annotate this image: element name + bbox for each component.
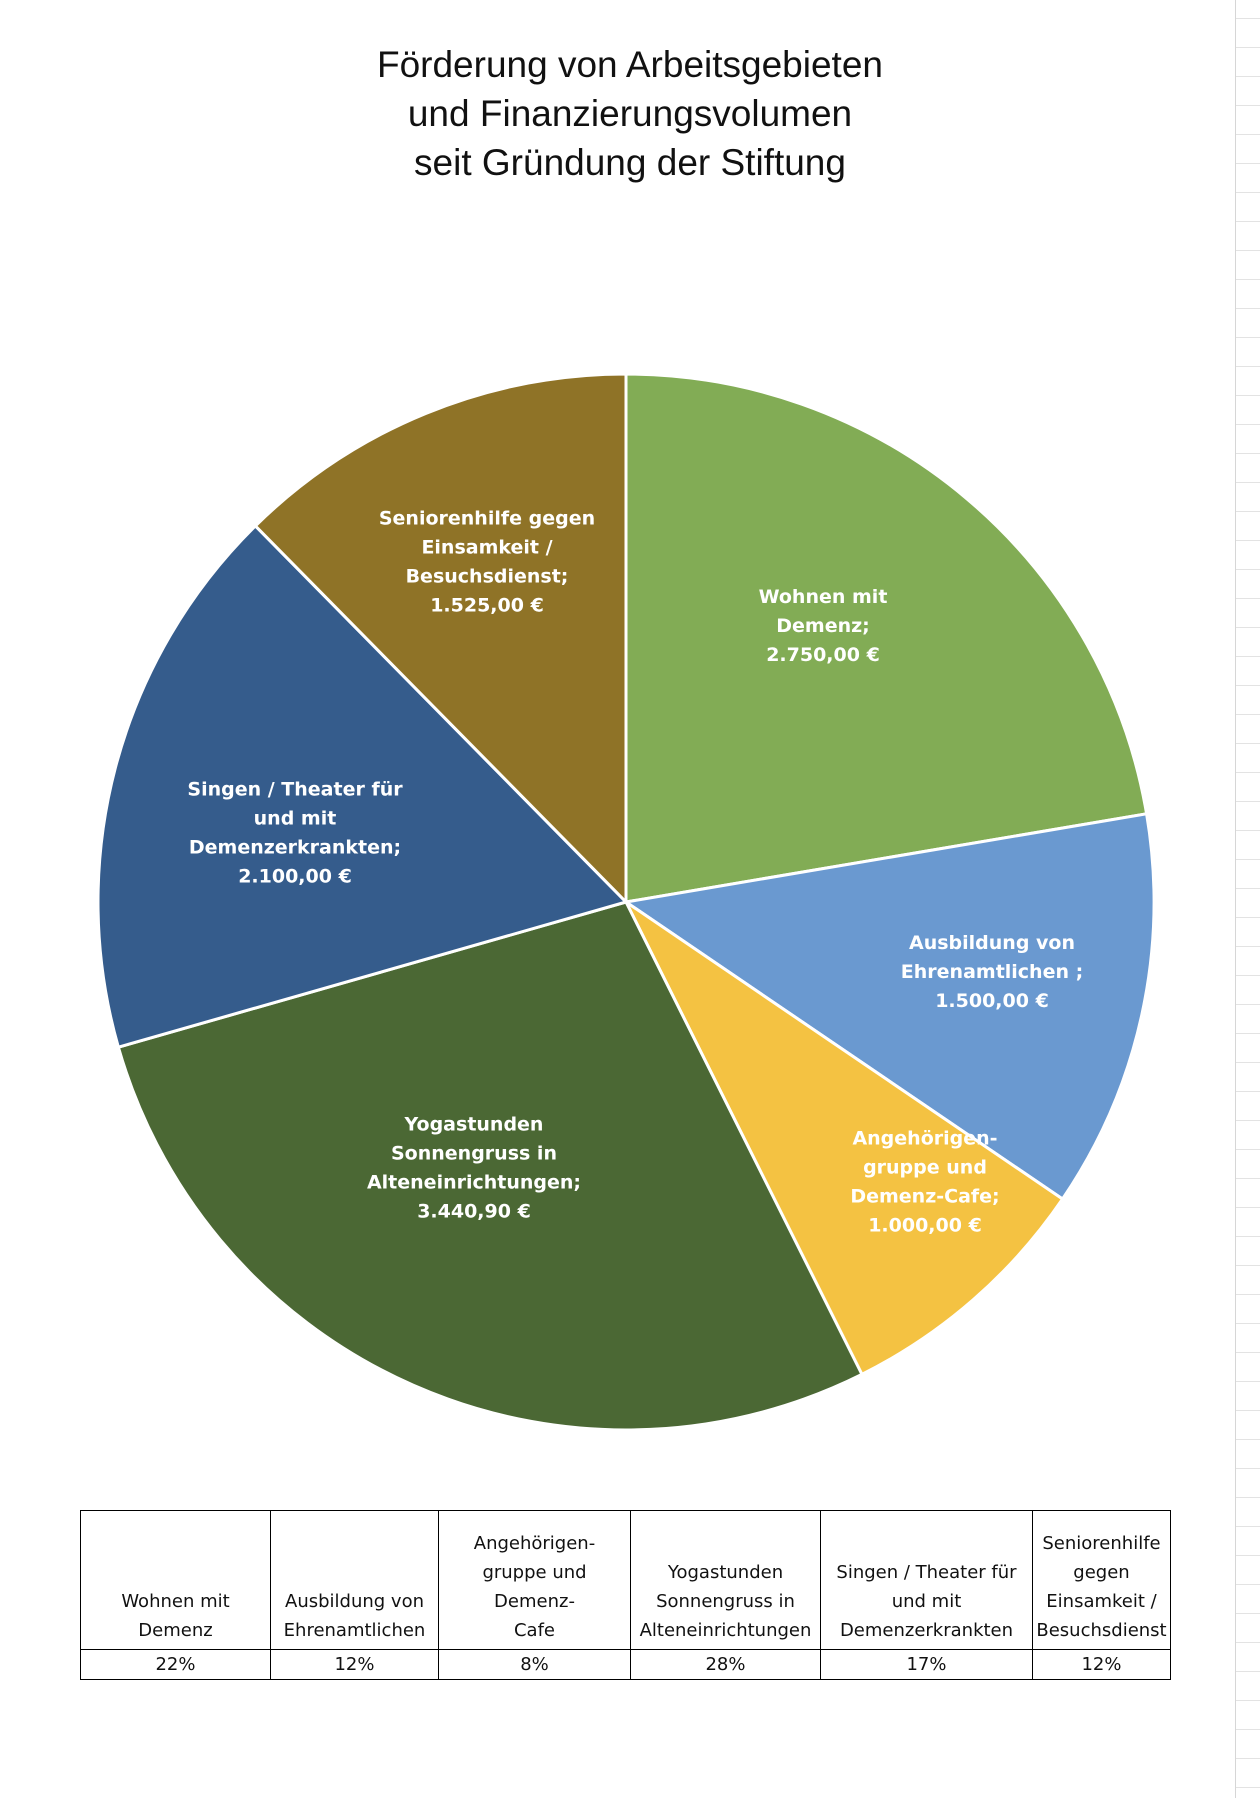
chart-title-line-2: und Finanzierungsvolumen [407, 93, 853, 134]
slice-label: Singen / Theater für und mit Demenzerkrank… [187, 779, 403, 888]
chart-title: Förderung von Arbeitsgebieten und Finanz… [0, 40, 1260, 187]
table-header-line: Besuchsdienst [1036, 1620, 1167, 1641]
slice-label: Ausbildung von Ehrenamtlichen ; 1.500,00 € [901, 932, 1083, 1012]
slice-label: Angehörigen-gruppe und Demenz-Cafe; 1.000,… [850, 1128, 999, 1237]
table-header-cell: Ausbildung von Ehrenamtlichen [270, 1510, 439, 1650]
table-value-row: 22% 12% 8% 28% 17% 12% [80, 1649, 1171, 1680]
table-header-cell: Yogastunden Sonnengruss in Alteneinrichtun… [630, 1510, 821, 1650]
table-header-cell: Seniorenhilfe gegen Einsamkeit / Besuchsdie… [1032, 1510, 1171, 1650]
slice-label: Seniorenhilfe gegen Einsamkeit / Besuchsdi… [379, 508, 595, 617]
table-header-cell: Angehörigen-gruppe und Demenz- Cafe [438, 1510, 631, 1650]
pie-slice [624, 372, 1149, 904]
table-value-cell: 8% [438, 1649, 631, 1680]
spreadsheet-edge [1235, 0, 1260, 1798]
slice-label: Wohnen mit Demenz; 2.750,00 € [759, 586, 888, 666]
percentage-table-wrap: Wohnen mit Demenz Ausbildung von Ehrenamtli… [80, 1510, 1171, 1680]
table-header-cell: Singen / Theater für und mit Demenzerkrank… [820, 1510, 1033, 1650]
table-header-cell: Wohnen mit Demenz [80, 1510, 271, 1650]
table-header-line: und mit [891, 1591, 962, 1612]
table-header-line: Seniorenhilfe [1042, 1533, 1161, 1554]
slice-label: Yogastunden Sonnengruss in Alteneinrichtun… [367, 1114, 581, 1223]
table-header-line: gegen [1073, 1562, 1130, 1583]
table-header-line: Alteneinrichtungen [639, 1620, 812, 1641]
pie-slice [622, 897, 1065, 1377]
percentage-table: Wohnen mit Demenz Ausbildung von Ehrenamtli… [80, 1510, 1171, 1680]
table-header-line: Wohnen mit [121, 1591, 230, 1612]
table-value-cell: 17% [820, 1649, 1033, 1680]
table-header-line: Sonnengruss in [656, 1591, 795, 1612]
table-header-line: Yogastunden [667, 1562, 784, 1583]
table-header-line: gruppe und Demenz- [482, 1562, 587, 1612]
table-value-cell: 12% [270, 1649, 439, 1680]
table-header-line: Cafe [513, 1620, 555, 1641]
table-header-line: Demenz [138, 1620, 213, 1641]
table-header-line: Angehörigen- [473, 1533, 596, 1554]
table-value-cell: 12% [1032, 1649, 1171, 1680]
table-header-line: Demenzerkrankten [839, 1620, 1014, 1641]
pie-slice [116, 900, 864, 1432]
pie-chart: Wohnen mit Demenz; 2.750,00 € Ausbildung vo… [96, 372, 1156, 1432]
table-header-line: Ausbildung von [285, 1591, 424, 1612]
pie-slice [96, 523, 629, 1050]
table-header-line: Einsamkeit / [1046, 1591, 1157, 1612]
table-header-line: Ehrenamtlichen [283, 1620, 426, 1641]
table-value-cell: 28% [630, 1649, 821, 1680]
table-header-row: Wohnen mit Demenz Ausbildung von Ehrenamtli… [80, 1510, 1171, 1650]
chart-title-line-1: Förderung von Arbeitsgebieten [376, 44, 883, 85]
table-value-cell: 22% [80, 1649, 271, 1680]
table-header-line: Singen / Theater für [836, 1562, 1017, 1583]
chart-title-line-3: seit Gründung der Stiftung [414, 142, 846, 183]
pie-slice [253, 372, 628, 906]
pie-slice [622, 812, 1156, 1202]
